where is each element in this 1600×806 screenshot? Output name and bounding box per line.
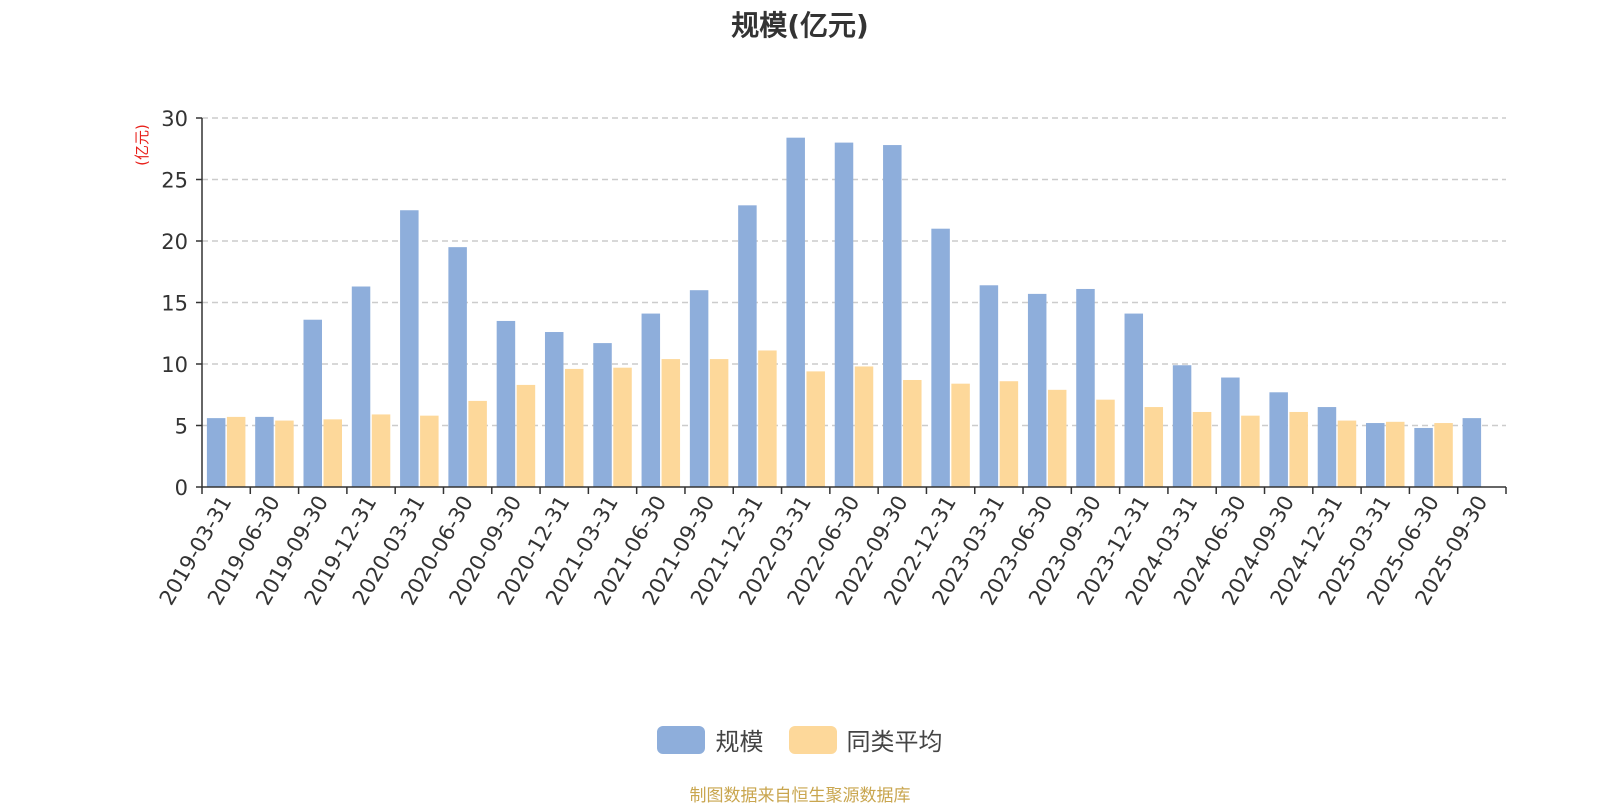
legend-swatch-peer-average <box>788 725 837 754</box>
bar-scale[interactable] <box>834 142 854 487</box>
bar-scale[interactable] <box>1124 313 1144 487</box>
legend: 规模 同类平均 <box>0 722 1600 758</box>
bar-scale[interactable] <box>593 343 612 487</box>
axes <box>196 117 1507 494</box>
bar-peer-average[interactable] <box>1192 411 1212 487</box>
bar-scale[interactable] <box>1076 288 1095 487</box>
bar-scale[interactable] <box>738 205 757 487</box>
legend-label-scale: 规模 <box>715 728 764 756</box>
bar-scale[interactable] <box>544 332 564 487</box>
bar-scale[interactable] <box>206 418 226 487</box>
bar-peer-average[interactable] <box>806 371 825 487</box>
source-note: 制图数据来自恒生聚源数据库 <box>689 786 911 806</box>
bar-peer-average[interactable] <box>1096 399 1115 487</box>
bar-peer-average[interactable] <box>1434 423 1453 487</box>
bar-scale[interactable] <box>931 228 950 487</box>
bar-peer-average[interactable] <box>709 359 729 487</box>
bar-peer-average[interactable] <box>613 367 632 487</box>
bar-peer-average[interactable] <box>1386 421 1405 487</box>
y-tick-label: 5 <box>175 415 188 439</box>
bar-scale[interactable] <box>351 286 371 487</box>
legend-item-peer-average[interactable]: 同类平均 <box>788 722 943 757</box>
chart-title: 规模(亿元) <box>731 9 869 42</box>
bar-scale[interactable] <box>1172 365 1192 487</box>
bar-peer-average[interactable] <box>999 381 1019 487</box>
bar-peer-average[interactable] <box>1289 411 1308 487</box>
bar-scale[interactable] <box>1414 427 1433 487</box>
bar-scale[interactable] <box>1366 423 1385 487</box>
bar-peer-average[interactable] <box>1241 415 1260 487</box>
bar-scale[interactable] <box>255 416 274 487</box>
bar-peer-average[interactable] <box>1337 420 1357 487</box>
bar-peer-average[interactable] <box>275 420 294 487</box>
bar-peer-average[interactable] <box>951 383 970 487</box>
y-tick-label: 20 <box>161 230 188 254</box>
legend-swatch-scale <box>657 725 706 754</box>
y-axis-title: (亿元) <box>133 124 151 166</box>
bar-peer-average[interactable] <box>468 400 487 487</box>
bar-scale[interactable] <box>1221 377 1240 487</box>
bar-peer-average[interactable] <box>226 416 246 487</box>
bar-scale[interactable] <box>1317 407 1337 487</box>
bar-peer-average[interactable] <box>903 379 922 487</box>
bar-scale[interactable] <box>883 145 902 487</box>
bar-scale[interactable] <box>1269 392 1288 487</box>
bar-peer-average[interactable] <box>420 415 439 487</box>
bar-peer-average[interactable] <box>854 366 874 487</box>
y-tick-label: 10 <box>161 353 188 377</box>
bar-scale[interactable] <box>448 247 467 487</box>
y-tick-label: 0 <box>175 476 188 500</box>
bar-peer-average[interactable] <box>758 350 777 487</box>
bar-peer-average[interactable] <box>1144 407 1164 487</box>
bar-scale[interactable] <box>641 313 661 487</box>
bar-peer-average[interactable] <box>371 414 391 487</box>
bar-scale[interactable] <box>979 285 999 487</box>
bar-peer-average[interactable] <box>1047 389 1067 487</box>
bar-peer-average[interactable] <box>564 368 584 487</box>
bar-scale[interactable] <box>1027 293 1047 487</box>
legend-item-scale[interactable]: 规模 <box>657 722 763 757</box>
bar-peer-average[interactable] <box>516 384 536 487</box>
y-tick-label: 25 <box>161 169 188 193</box>
y-tick-label: 15 <box>161 292 188 316</box>
bar-scale[interactable] <box>303 319 322 487</box>
bar-scale[interactable] <box>786 137 805 487</box>
bar-peer-average[interactable] <box>661 359 681 487</box>
bar-scale[interactable] <box>400 210 419 487</box>
bar-scale[interactable] <box>1462 418 1482 487</box>
y-tick-label: 30 <box>161 107 188 131</box>
bars <box>206 137 1482 487</box>
bar-scale[interactable] <box>496 320 516 487</box>
grid-lines <box>202 117 1506 427</box>
bar-peer-average[interactable] <box>323 419 342 487</box>
bar-scale[interactable] <box>689 290 709 487</box>
legend-label-peer-average: 同类平均 <box>846 728 943 756</box>
